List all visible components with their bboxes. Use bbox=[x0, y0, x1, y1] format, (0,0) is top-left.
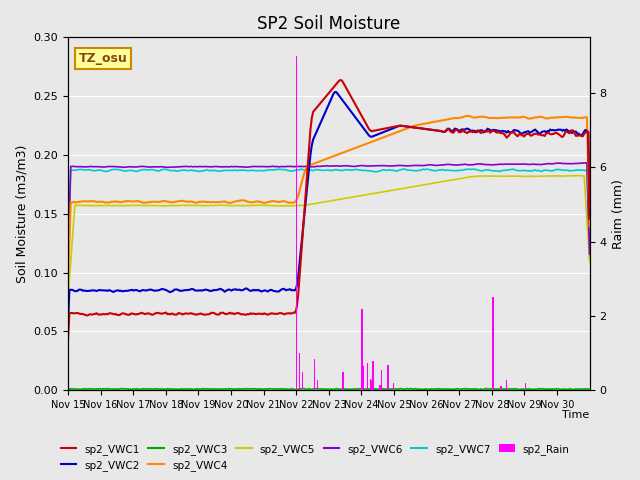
sp2_VWC3 bbox=[516, 386, 524, 392]
Legend: sp2_VWC1, sp2_VWC2, sp2_VWC3, sp2_VWC4, sp2_VWC5, sp2_VWC6, sp2_VWC7, sp2_Rain: sp2_VWC1, sp2_VWC2, sp2_VWC3, sp2_VWC4, … bbox=[56, 439, 574, 475]
sp2_VWC7 bbox=[82, 167, 90, 173]
sp2_VWC4 bbox=[98, 199, 106, 204]
sp2_VWC5 bbox=[98, 203, 106, 208]
Bar bbox=[381, 370, 382, 390]
Bar bbox=[296, 56, 298, 390]
sp2_VWC1 bbox=[332, 81, 340, 87]
sp2_VWC3 bbox=[98, 386, 106, 392]
sp2_VWC2 bbox=[98, 288, 106, 293]
Bar bbox=[367, 362, 368, 390]
sp2_VWC4 bbox=[64, 275, 72, 280]
sp2_VWC3 bbox=[334, 386, 342, 392]
Bar bbox=[363, 366, 364, 390]
Bar bbox=[362, 309, 363, 390]
sp2_VWC1 bbox=[583, 129, 591, 135]
Bar bbox=[301, 372, 303, 390]
sp2_VWC5 bbox=[332, 197, 340, 203]
sp2_VWC3 bbox=[64, 386, 72, 392]
sp2_VWC2 bbox=[583, 128, 591, 134]
Bar bbox=[393, 383, 394, 390]
sp2_VWC7 bbox=[586, 255, 593, 261]
sp2_VWC6 bbox=[583, 160, 591, 166]
sp2_VWC2 bbox=[331, 89, 339, 95]
sp2_VWC2 bbox=[334, 91, 342, 96]
sp2_VWC6 bbox=[98, 164, 106, 170]
sp2_VWC5 bbox=[573, 173, 581, 179]
sp2_VWC3 bbox=[438, 386, 446, 392]
sp2_VWC5 bbox=[586, 259, 593, 264]
sp2_VWC6 bbox=[64, 253, 72, 259]
Bar bbox=[342, 372, 344, 390]
Bar bbox=[506, 380, 508, 390]
Line: sp2_VWC7: sp2_VWC7 bbox=[68, 169, 589, 258]
sp2_VWC6 bbox=[586, 251, 593, 257]
Y-axis label: Soil Moisture (m3/m3): Soil Moisture (m3/m3) bbox=[15, 144, 28, 283]
sp2_VWC6 bbox=[582, 160, 589, 166]
Line: sp2_VWC6: sp2_VWC6 bbox=[68, 163, 589, 256]
sp2_VWC1 bbox=[515, 132, 523, 138]
sp2_VWC2 bbox=[437, 128, 445, 134]
sp2_VWC1 bbox=[586, 215, 593, 221]
sp2_VWC4 bbox=[82, 198, 90, 204]
Line: sp2_VWC2: sp2_VWC2 bbox=[68, 92, 589, 324]
sp2_VWC1 bbox=[98, 312, 106, 317]
Text: Time: Time bbox=[563, 410, 589, 420]
sp2_VWC6 bbox=[332, 163, 340, 168]
sp2_VWC1 bbox=[437, 128, 445, 134]
Line: sp2_VWC1: sp2_VWC1 bbox=[68, 80, 589, 339]
Bar bbox=[492, 298, 493, 390]
sp2_VWC3 bbox=[82, 386, 90, 392]
Bar bbox=[379, 385, 381, 390]
sp2_VWC4 bbox=[332, 152, 340, 158]
sp2_VWC1 bbox=[337, 77, 344, 83]
sp2_VWC4 bbox=[436, 118, 444, 124]
sp2_VWC2 bbox=[515, 129, 523, 134]
sp2_VWC2 bbox=[586, 216, 593, 221]
sp2_VWC5 bbox=[436, 179, 444, 185]
sp2_VWC5 bbox=[82, 203, 90, 208]
Bar bbox=[317, 380, 318, 390]
Line: sp2_VWC4: sp2_VWC4 bbox=[68, 116, 589, 277]
Bar bbox=[387, 365, 388, 390]
sp2_VWC3 bbox=[403, 385, 411, 391]
Title: SP2 Soil Moisture: SP2 Soil Moisture bbox=[257, 15, 401, 33]
sp2_VWC1 bbox=[64, 336, 72, 342]
sp2_VWC7 bbox=[332, 167, 340, 172]
sp2_VWC3 bbox=[223, 387, 231, 393]
sp2_VWC3 bbox=[584, 386, 592, 392]
sp2_VWC7 bbox=[583, 167, 591, 173]
Bar bbox=[299, 353, 300, 390]
sp2_VWC7 bbox=[401, 166, 408, 172]
sp2_VWC3 bbox=[586, 386, 593, 392]
sp2_VWC7 bbox=[515, 168, 523, 174]
Bar bbox=[314, 359, 315, 390]
Bar bbox=[356, 387, 357, 390]
sp2_VWC6 bbox=[513, 161, 521, 167]
Bar bbox=[525, 383, 526, 390]
sp2_VWC7 bbox=[64, 255, 72, 261]
sp2_VWC7 bbox=[437, 167, 445, 173]
Text: TZ_osu: TZ_osu bbox=[79, 52, 127, 65]
Bar bbox=[500, 386, 502, 390]
sp2_VWC1 bbox=[82, 312, 90, 318]
Bar bbox=[370, 379, 371, 390]
sp2_VWC4 bbox=[465, 113, 472, 119]
Line: sp2_VWC3: sp2_VWC3 bbox=[68, 388, 589, 390]
sp2_VWC2 bbox=[82, 288, 90, 294]
Y-axis label: Raim (mm): Raim (mm) bbox=[612, 179, 625, 249]
sp2_VWC6 bbox=[82, 164, 90, 170]
sp2_VWC7 bbox=[98, 168, 106, 173]
Bar bbox=[372, 361, 374, 390]
sp2_VWC5 bbox=[64, 295, 72, 300]
sp2_VWC4 bbox=[586, 223, 593, 229]
Bar bbox=[371, 380, 372, 390]
sp2_VWC5 bbox=[583, 216, 591, 222]
sp2_VWC4 bbox=[583, 114, 591, 120]
sp2_VWC5 bbox=[513, 173, 521, 179]
Line: sp2_VWC5: sp2_VWC5 bbox=[68, 176, 589, 298]
sp2_VWC4 bbox=[515, 115, 523, 120]
sp2_VWC6 bbox=[436, 162, 444, 168]
sp2_VWC2 bbox=[64, 321, 72, 327]
